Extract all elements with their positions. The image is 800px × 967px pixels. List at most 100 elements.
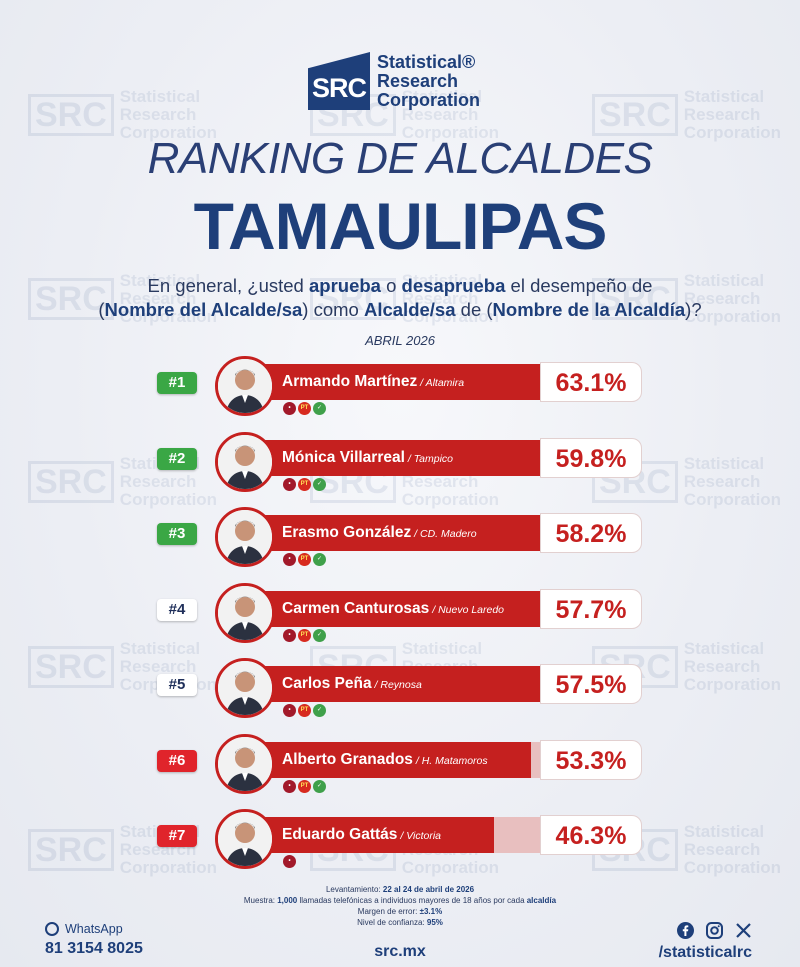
rank-badge: #5 [157, 674, 197, 696]
logo-mark: SRC [308, 52, 370, 110]
avatar [215, 431, 275, 492]
rank-badge: #3 [157, 523, 197, 545]
name-separator: / [404, 452, 414, 465]
party-pt-icon: PT [298, 628, 311, 642]
mayor-name-text: Alberto Granados [282, 750, 413, 768]
party-badges: • PT ✓ [283, 628, 326, 642]
party-pt-icon: PT [298, 704, 311, 717]
city-name: CD. Madero [419, 528, 477, 540]
party-morena-icon: • [283, 477, 296, 491]
x-icon[interactable] [735, 922, 752, 939]
src-logo: SRC Statistical® Research Corporation [308, 52, 480, 110]
bar-fill [250, 439, 565, 476]
whatsapp-icon [45, 922, 59, 936]
party-morena-icon: • [283, 553, 296, 566]
whatsapp-label: WhatsApp [65, 922, 123, 936]
party-pt-icon: PT [298, 779, 311, 793]
name-separator: / [429, 603, 439, 616]
bar-fill [250, 666, 553, 702]
survey-question: En general, ¿usted aprueba o desaprueba … [98, 275, 702, 320]
social-links: /statisticalrc [659, 922, 752, 962]
party-verde-icon: ✓ [313, 402, 326, 415]
phone-number[interactable]: 81 3154 8025 [45, 940, 143, 957]
rank-badge: #6 [157, 749, 197, 772]
rank-badge: #1 [157, 372, 197, 394]
party-verde-icon: ✓ [313, 779, 326, 793]
party-pt-icon: PT [298, 553, 311, 566]
bar-fill [250, 515, 557, 551]
party-verde-icon: ✓ [313, 553, 326, 566]
city-name: Victoria [406, 830, 442, 842]
ranking-row: #1 Armando Martínez / Altamira 63.1% • PT ✓ [0, 356, 800, 426]
mayor-name: Alberto Granados / H. Matamoros [282, 751, 488, 769]
approval-value: 63.1% [540, 362, 642, 402]
website-link[interactable]: src.mx [374, 943, 426, 960]
mayor-name: Armando Martínez / Altamira [282, 373, 464, 391]
mayor-name: Carlos Peña / Reynosa [282, 675, 422, 693]
mayor-name: Mónica Villarreal / Tampico [282, 449, 453, 467]
mayor-name: Erasmo González / CD. Madero [282, 524, 477, 542]
ranking-row: #5 Carlos Peña / Reynosa 57.5% • PT ✓ [0, 658, 800, 728]
page-title: RANKING DE ALCALDES [147, 134, 653, 183]
mayor-name-text: Armando Martínez [282, 373, 418, 390]
facebook-icon[interactable] [677, 922, 694, 939]
survey-period: ABRIL 2026 [365, 333, 435, 348]
logo-text: Statistical® Research Corporation [377, 51, 480, 110]
avatar [215, 733, 275, 794]
ranking-row: #7 Eduardo Gattás / Victoria 46.3% • [0, 809, 800, 879]
party-morena-icon: • [283, 855, 296, 868]
ranking-row: #2 Mónica Villarreal / Tampico 59.8% • PT ✓ [0, 431, 800, 502]
party-morena-icon: • [283, 779, 296, 793]
party-morena-icon: • [283, 628, 296, 642]
party-morena-icon: • [283, 402, 296, 415]
mayor-name-text: Carlos Peña [282, 675, 372, 692]
avatar [215, 658, 275, 718]
party-badges: • [283, 855, 296, 868]
instagram-icon[interactable] [706, 922, 723, 939]
avatar [215, 356, 275, 416]
ranking-row: #4 Carmen Canturosas / Nuevo Laredo 57.7% •… [0, 582, 800, 653]
party-badges: • PT ✓ [283, 402, 326, 415]
approval-value: 59.8% [540, 437, 642, 478]
ranking-row: #6 Alberto Granados / H. Matamoros 53.3% • P… [0, 733, 800, 804]
party-morena-icon: • [283, 704, 296, 717]
name-separator: / [397, 830, 407, 842]
bar-fill [250, 741, 531, 778]
rank-badge: #7 [157, 825, 197, 847]
name-separator: / [411, 528, 420, 540]
mayor-name-text: Carmen Canturosas [282, 599, 430, 617]
city-name: Altamira [425, 377, 465, 389]
party-badges: • PT ✓ [283, 477, 326, 491]
name-separator: / [412, 754, 422, 767]
social-handle[interactable]: /statisticalrc [658, 944, 752, 961]
bar-fill [250, 590, 554, 627]
approval-value: 57.7% [540, 588, 642, 629]
whatsapp-contact[interactable]: WhatsApp 81 3154 8025 [45, 922, 143, 958]
mayor-name: Eduardo Gattás / Victoria [282, 826, 441, 844]
city-name: Reynosa [380, 679, 422, 691]
approval-value: 53.3% [540, 739, 642, 780]
bar-track: Carmen Canturosas / Nuevo Laredo [250, 590, 640, 627]
rank-badge: #4 [157, 598, 197, 621]
methodology-notes: Levantamiento: 22 al 24 de abril de 2026… [243, 885, 557, 927]
party-verde-icon: ✓ [313, 628, 326, 642]
rank-badge: #2 [157, 447, 197, 470]
party-verde-icon: ✓ [313, 477, 326, 491]
mayor-name-text: Mónica Villarreal [282, 448, 405, 466]
city-name: Nuevo Laredo [438, 603, 505, 616]
party-pt-icon: PT [298, 402, 311, 415]
avatar [215, 507, 275, 567]
mayor-name-text: Erasmo González [282, 524, 412, 541]
party-badges: • PT ✓ [283, 553, 326, 566]
party-verde-icon: ✓ [313, 704, 326, 717]
mayor-name-text: Eduardo Gattás [282, 826, 398, 843]
avatar [215, 582, 275, 643]
avatar [215, 809, 275, 869]
bar-fill [250, 817, 494, 853]
